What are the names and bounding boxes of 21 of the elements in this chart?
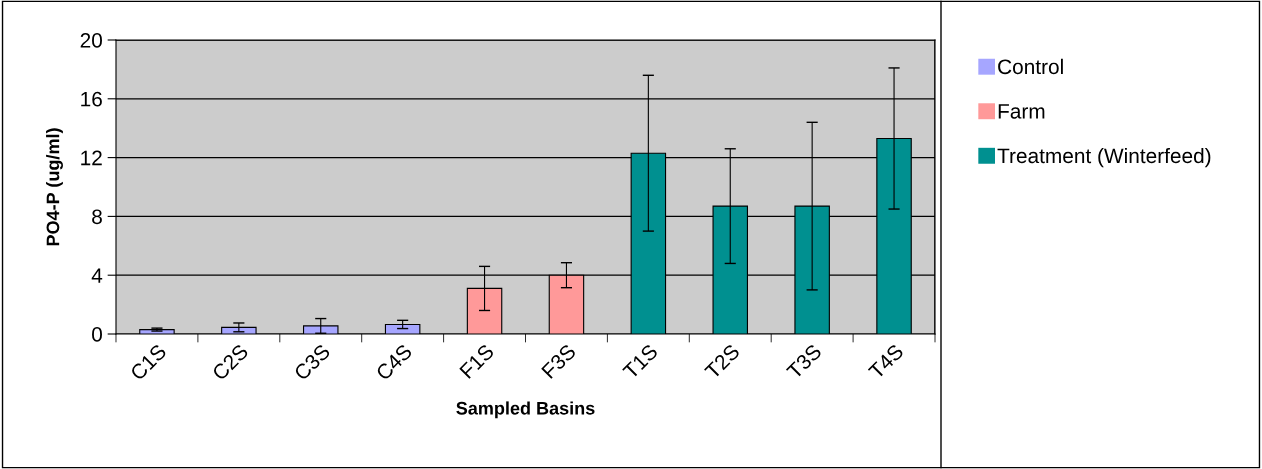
- y-tick-label: 0: [92, 327, 102, 342]
- x-tick-label: T2S: [703, 343, 741, 380]
- x-axis-title: Sampled Basins: [456, 401, 595, 419]
- x-tick-label: C1S: [129, 343, 168, 382]
- y-tick-label: 4: [91, 268, 103, 283]
- legend-label: Farm: [998, 104, 1045, 119]
- x-tick-label: T3S: [785, 343, 823, 380]
- legend-label: Treatment (Winterfeed): [997, 147, 1211, 168]
- x-tick-label: T1S: [622, 343, 659, 380]
- y-tick-label: 12: [81, 150, 102, 166]
- x-tick-label: C4S: [375, 343, 413, 382]
- x-tick-label: F3S: [541, 343, 577, 379]
- y-tick-label: 16: [81, 91, 102, 107]
- x-tick-label: C3S: [293, 343, 331, 382]
- y-axis-title: PO4-P (ug/ml): [46, 128, 63, 246]
- x-tick-label: F1S: [459, 343, 495, 379]
- x-tick-label: T4S: [867, 343, 905, 380]
- legend-label: Control: [998, 58, 1063, 75]
- y-tick-label: 20: [80, 33, 102, 48]
- y-tick-label: 8: [92, 209, 102, 225]
- x-tick-label: C2S: [211, 343, 249, 382]
